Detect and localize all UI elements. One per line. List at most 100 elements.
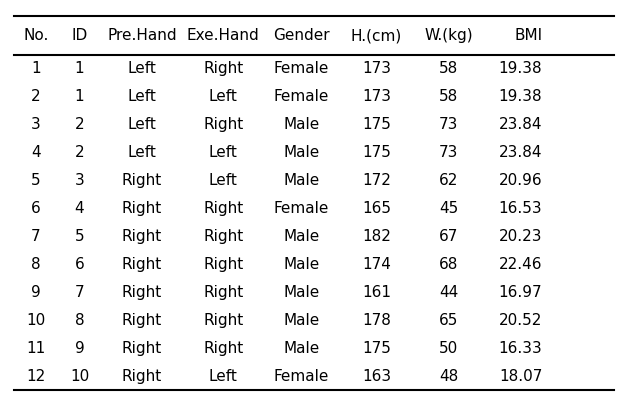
Text: 174: 174 xyxy=(362,257,391,272)
Text: 58: 58 xyxy=(439,61,458,76)
Text: 16.53: 16.53 xyxy=(499,201,542,216)
Text: 45: 45 xyxy=(439,201,458,216)
Text: Right: Right xyxy=(122,257,162,272)
Text: 182: 182 xyxy=(362,229,391,244)
Text: Pre.Hand: Pre.Hand xyxy=(107,28,177,43)
Text: W.(kg): W.(kg) xyxy=(424,28,473,43)
Text: Female: Female xyxy=(274,201,329,216)
Text: 7: 7 xyxy=(75,285,84,300)
Text: 2: 2 xyxy=(75,117,84,132)
Text: 10: 10 xyxy=(26,313,45,328)
Text: No.: No. xyxy=(23,28,48,43)
Text: Female: Female xyxy=(274,61,329,76)
Text: Right: Right xyxy=(203,341,244,356)
Text: 18.07: 18.07 xyxy=(499,369,542,384)
Text: Right: Right xyxy=(203,201,244,216)
Text: 20.52: 20.52 xyxy=(499,313,542,328)
Text: 62: 62 xyxy=(439,173,458,188)
Text: Left: Left xyxy=(209,173,238,188)
Text: 73: 73 xyxy=(439,117,458,132)
Text: Male: Male xyxy=(283,145,320,160)
Text: 1: 1 xyxy=(75,89,84,104)
Text: 163: 163 xyxy=(362,369,391,384)
Text: 10: 10 xyxy=(70,369,89,384)
Text: Gender: Gender xyxy=(273,28,330,43)
Text: 11: 11 xyxy=(26,341,45,356)
Text: 173: 173 xyxy=(362,89,391,104)
Text: Right: Right xyxy=(122,201,162,216)
Text: Left: Left xyxy=(127,145,156,160)
Text: Left: Left xyxy=(209,369,238,384)
Text: 48: 48 xyxy=(439,369,458,384)
Text: Male: Male xyxy=(283,285,320,300)
Text: 1: 1 xyxy=(75,61,84,76)
Text: 178: 178 xyxy=(362,313,391,328)
Text: 68: 68 xyxy=(439,257,458,272)
Text: 16.97: 16.97 xyxy=(499,285,542,300)
Text: 22.46: 22.46 xyxy=(499,257,542,272)
Text: 161: 161 xyxy=(362,285,391,300)
Text: Right: Right xyxy=(122,313,162,328)
Text: 172: 172 xyxy=(362,173,391,188)
Text: 67: 67 xyxy=(439,229,458,244)
Text: 8: 8 xyxy=(75,313,84,328)
Text: Female: Female xyxy=(274,89,329,104)
Text: BMI: BMI xyxy=(514,28,542,43)
Text: 5: 5 xyxy=(75,229,84,244)
Text: 3: 3 xyxy=(75,173,84,188)
Text: Right: Right xyxy=(203,229,244,244)
Text: 8: 8 xyxy=(31,257,41,272)
Text: Male: Male xyxy=(283,257,320,272)
Text: Right: Right xyxy=(203,285,244,300)
Text: 73: 73 xyxy=(439,145,458,160)
Text: Left: Left xyxy=(127,89,156,104)
Text: 20.96: 20.96 xyxy=(499,173,542,188)
Text: Exe.Hand: Exe.Hand xyxy=(187,28,260,43)
Text: 7: 7 xyxy=(31,229,41,244)
Text: 16.33: 16.33 xyxy=(499,341,542,356)
Text: 9: 9 xyxy=(75,341,84,356)
Text: 50: 50 xyxy=(439,341,458,356)
Text: Right: Right xyxy=(122,341,162,356)
Text: Left: Left xyxy=(127,117,156,132)
Text: 2: 2 xyxy=(31,89,41,104)
Text: Male: Male xyxy=(283,341,320,356)
Text: Right: Right xyxy=(122,369,162,384)
Text: 5: 5 xyxy=(31,173,41,188)
Text: Male: Male xyxy=(283,229,320,244)
Text: 173: 173 xyxy=(362,61,391,76)
Text: 19.38: 19.38 xyxy=(499,61,542,76)
Text: H.(cm): H.(cm) xyxy=(351,28,402,43)
Text: 20.23: 20.23 xyxy=(499,229,542,244)
Text: 3: 3 xyxy=(31,117,41,132)
Text: 23.84: 23.84 xyxy=(499,117,542,132)
Text: 19.38: 19.38 xyxy=(499,89,542,104)
Text: Female: Female xyxy=(274,369,329,384)
Text: 6: 6 xyxy=(31,201,41,216)
Text: 165: 165 xyxy=(362,201,391,216)
Text: 58: 58 xyxy=(439,89,458,104)
Text: Right: Right xyxy=(203,61,244,76)
Text: 1: 1 xyxy=(31,61,41,76)
Text: Right: Right xyxy=(203,257,244,272)
Text: Right: Right xyxy=(203,313,244,328)
Text: 44: 44 xyxy=(439,285,458,300)
Text: 9: 9 xyxy=(31,285,41,300)
Text: 65: 65 xyxy=(439,313,458,328)
Text: 23.84: 23.84 xyxy=(499,145,542,160)
Text: Right: Right xyxy=(122,285,162,300)
Text: 175: 175 xyxy=(362,341,391,356)
Text: Male: Male xyxy=(283,313,320,328)
Text: Right: Right xyxy=(122,173,162,188)
Text: 4: 4 xyxy=(31,145,41,160)
Text: 2: 2 xyxy=(75,145,84,160)
Text: Male: Male xyxy=(283,173,320,188)
Text: Male: Male xyxy=(283,117,320,132)
Text: Right: Right xyxy=(122,229,162,244)
Text: Right: Right xyxy=(203,117,244,132)
Text: 6: 6 xyxy=(75,257,84,272)
Text: ID: ID xyxy=(72,28,88,43)
Text: Left: Left xyxy=(209,145,238,160)
Text: 4: 4 xyxy=(75,201,84,216)
Text: Left: Left xyxy=(127,61,156,76)
